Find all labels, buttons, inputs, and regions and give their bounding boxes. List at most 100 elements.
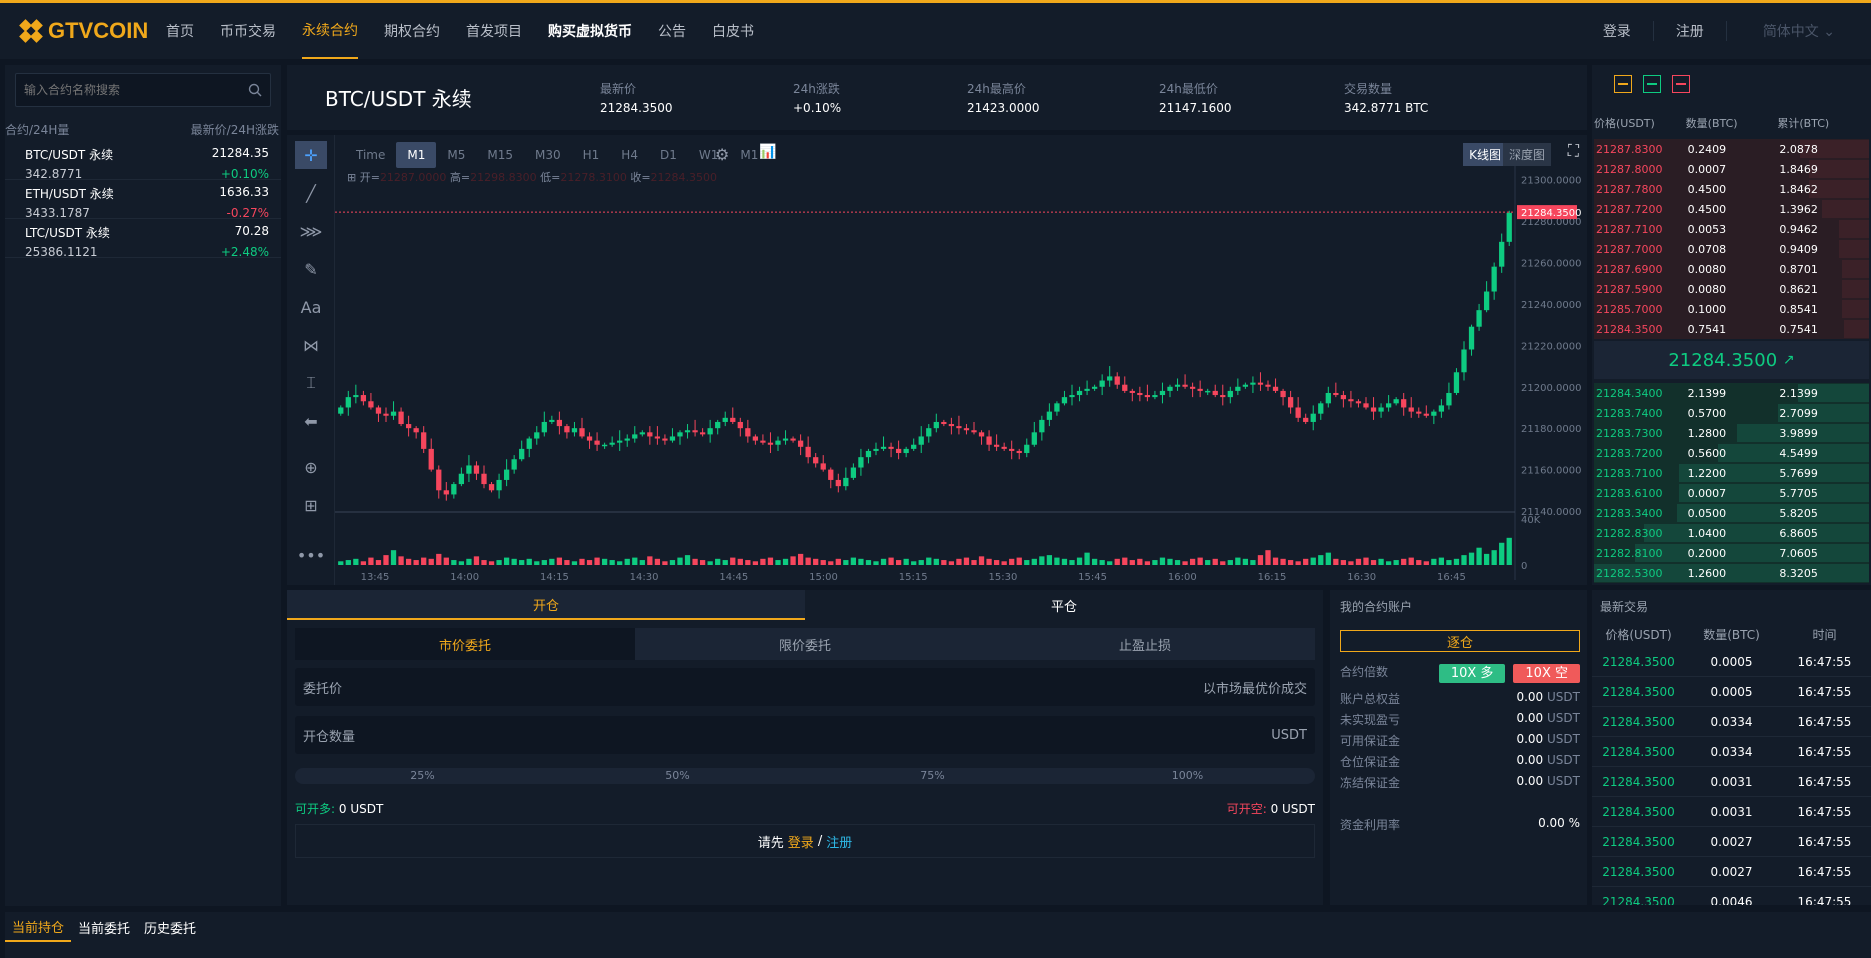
percent-3[interactable]: 100% [1171,769,1204,782]
leverage-long-button[interactable]: 10X 多 [1438,664,1506,683]
ask-row[interactable]: 21287.7000 0.0708 0.9409 [1594,239,1869,259]
timeframe-0[interactable]: Time [356,148,386,162]
timeframe-5[interactable]: H1 [582,148,600,162]
volume-bar [828,561,834,565]
indicator-icon[interactable]: 📊 [759,144,777,160]
percent-0[interactable]: 25% [410,769,435,782]
book-asks-icon[interactable] [1672,75,1690,93]
language-select[interactable]: 简体中文 ⌄ [1725,21,1871,41]
ask-row[interactable]: 21287.8300 0.2409 2.0878 [1594,139,1869,159]
bid-row[interactable]: 21283.7400 0.5700 2.7099 [1594,403,1869,423]
order-type-2[interactable]: 止盈止损 [1118,638,1171,654]
text-tool-icon[interactable]: Aa [300,297,322,317]
more-icon[interactable]: ••• [296,545,326,565]
account-row: 未实现盈亏 0.00 USDT [1340,711,1580,728]
nav-item-5[interactable]: 购买虚拟货币 [548,24,632,40]
tab-open[interactable]: 开仓 [287,590,805,620]
login-link[interactable]: 登录 [1602,24,1631,40]
pair-row[interactable]: BTC/USDT 永续 21284.35 342.8771 +0.10% [5,141,281,181]
percent-2[interactable]: 75% [920,769,945,782]
positions-tab-0[interactable]: 当前持仓 [5,912,72,942]
arrow-left-icon[interactable]: ⬅ [304,411,318,431]
bid-row[interactable]: 21284.3400 2.1399 2.1399 [1594,383,1869,403]
percent-slider[interactable]: 25% 50% 75% 100% [295,768,1315,784]
ask-row[interactable]: 21287.7800 0.4500 1.8462 [1594,179,1869,199]
crosshair-icon[interactable]: ✛ [295,141,327,169]
register-prompt-link[interactable]: 注册 [826,835,853,851]
register-link[interactable]: 注册 [1652,21,1726,41]
login-prompt-link[interactable]: 登录 [787,835,814,851]
nav-item-0[interactable]: 首页 [166,24,194,40]
ask-row[interactable]: 21285.7000 0.1000 0.8541 [1594,299,1869,319]
book-bids-icon[interactable] [1643,75,1661,93]
quantity-field[interactable]: 开仓数量 USDT [295,716,1315,754]
timeframe-2[interactable]: M5 [447,148,466,162]
volume-bar [1220,561,1226,565]
timeframe-3[interactable]: M15 [487,148,513,162]
pair-list-header: 合约/24H量 最新价/24H涨跌 [5,121,281,138]
lock-icon[interactable]: ⊞ [304,495,318,515]
ask-row[interactable]: 21287.6900 0.0080 0.8701 [1594,259,1869,279]
volume-bar [948,561,955,565]
bid-row[interactable]: 21282.5300 1.2600 8.3205 [1594,563,1869,583]
positions-tab-1[interactable]: 当前委托 [78,921,131,937]
nav-item-2[interactable]: 永续合约 [302,3,358,59]
fullscreen-icon[interactable]: ⛶ [1567,141,1579,160]
order-type-0[interactable]: 市价委托 [295,628,635,660]
bid-row[interactable]: 21283.7300 1.2800 3.9899 [1594,423,1869,443]
volume-bar [1182,561,1188,565]
tab-close[interactable]: 平仓 [1050,599,1077,615]
nav-item-1[interactable]: 币币交易 [220,24,276,40]
nav-item-6[interactable]: 公告 [658,24,686,40]
brush-icon[interactable]: ✎ [304,259,318,279]
measure-icon[interactable]: ⌶ [306,373,316,392]
book-both-icon[interactable] [1614,75,1632,93]
bid-row[interactable]: 21283.7200 0.5600 4.5499 [1594,443,1869,463]
col-volume-header: 合约/24H量 [5,123,70,137]
ask-row[interactable]: 21287.7100 0.0053 0.9462 [1594,219,1869,239]
trend-line-icon[interactable]: ╱ [306,183,316,203]
positions-tab-2[interactable]: 历史委托 [144,921,197,937]
search-input[interactable] [16,74,236,106]
ask-row[interactable]: 21287.5900 0.0080 0.8621 [1594,279,1869,299]
settings-icon[interactable]: ⚙ [715,145,730,164]
timeframe-4[interactable]: M30 [535,148,561,162]
percent-1[interactable]: 50% [665,769,690,782]
nav-item-7[interactable]: 白皮书 [712,24,754,40]
ask-cell: 0.0053 [1687,222,1727,236]
nav-right: 登录 注册 简体中文 ⌄ [1581,3,1871,59]
ask-row[interactable]: 21287.8000 0.0007 1.8469 [1594,159,1869,179]
timeframe-9[interactable]: M1 [740,148,759,162]
margin-mode-button[interactable]: 逐仓 [1340,630,1580,652]
timeframe-6[interactable]: H4 [621,148,638,162]
nav-item-3[interactable]: 期权合约 [384,24,440,40]
bid-row[interactable]: 21283.3400 0.0500 5.8205 [1594,503,1869,523]
trade-cell: 0.0005 [1710,654,1753,669]
bid-depth-bar [1737,424,1869,442]
volume-bar [1272,557,1279,565]
candlestick-chart[interactable]: 21300.0000 21280.0000 21260.0000 21240.0000… [335,135,1587,585]
nav-item-4[interactable]: 首发项目 [466,24,522,40]
order-type-1[interactable]: 限价委托 [778,638,831,654]
pattern-icon[interactable]: ⋈ [303,335,319,355]
pair-row[interactable]: LTC/USDT 永续 70.28 25386.1121 +2.48% [5,219,281,259]
search-icon[interactable] [248,83,262,97]
candle-body [345,397,351,408]
bid-row[interactable]: 21282.8300 1.0400 6.8605 [1594,523,1869,543]
timeframe-1[interactable]: M1 [396,142,437,168]
fork-icon[interactable]: ⋙ [299,221,323,241]
price-field[interactable]: 委托价 以市场最优价成交 [295,668,1315,706]
kline-button[interactable]: K线图 [1463,143,1507,166]
timeframe-7[interactable]: D1 [659,148,677,162]
ask-row[interactable]: 21287.7200 0.4500 1.3962 [1594,199,1869,219]
zoom-in-icon[interactable]: ⊕ [304,457,318,477]
leverage-short-button[interactable]: 10X 空 [1513,664,1580,683]
bid-row[interactable]: 21283.6100 0.0007 5.7705 [1594,483,1869,503]
logo[interactable]: GTVCOIN [18,18,166,44]
account-row: 冻结保证金 0.00 USDT [1340,774,1580,791]
timeframe-8[interactable]: W1 [698,148,719,162]
bid-row[interactable]: 21283.7100 1.2200 5.7699 [1594,463,1869,483]
ask-row[interactable]: 21284.3500 0.7541 0.7541 [1594,319,1869,339]
pair-row[interactable]: ETH/USDT 永续 1636.33 3433.1787 -0.27% [5,180,281,220]
bid-row[interactable]: 21282.8100 0.2000 7.0605 [1594,543,1869,563]
